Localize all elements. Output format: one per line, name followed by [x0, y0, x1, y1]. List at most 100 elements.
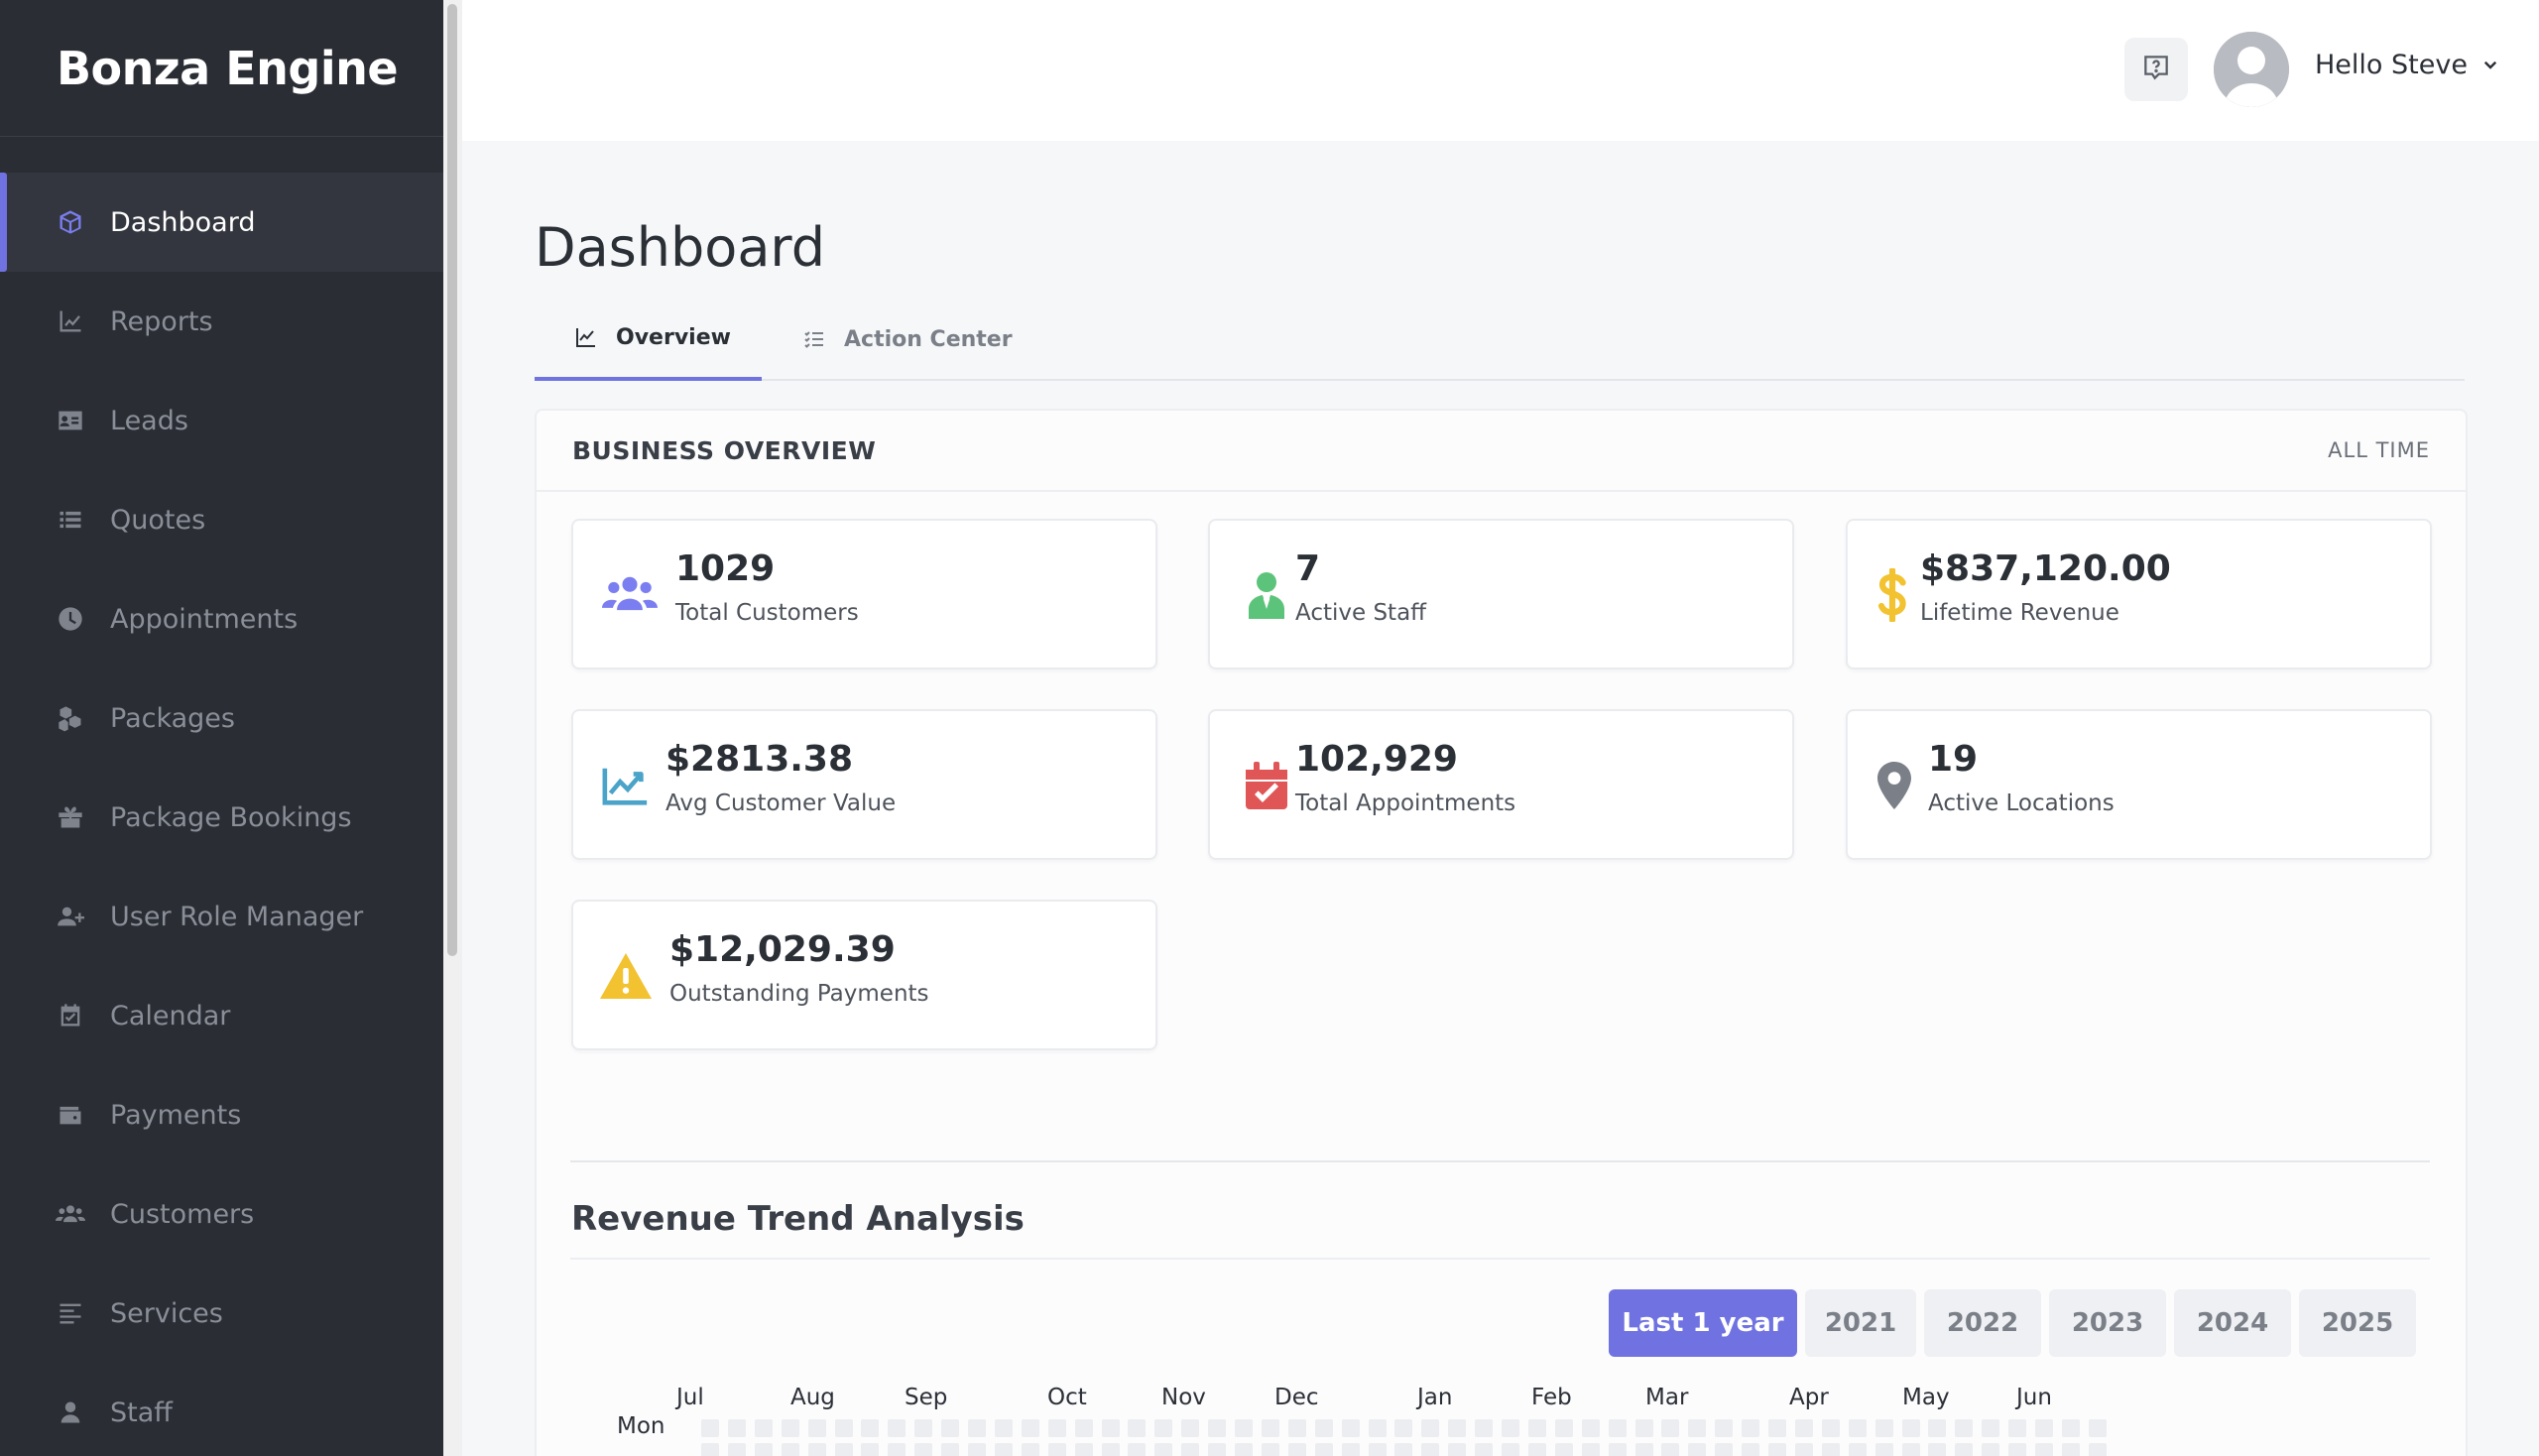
heatmap-cell[interactable] — [1822, 1419, 1840, 1437]
heatmap-cell[interactable] — [1342, 1419, 1360, 1437]
heatmap-cell[interactable] — [861, 1419, 879, 1437]
heatmap-cell[interactable] — [1582, 1419, 1600, 1437]
heatmap-cell[interactable] — [1208, 1419, 1226, 1437]
heatmap-cell[interactable] — [888, 1419, 906, 1437]
heatmap-cell[interactable] — [1742, 1443, 1759, 1456]
heatmap-cell[interactable] — [888, 1443, 906, 1456]
heatmap-cell[interactable] — [1075, 1419, 1093, 1437]
heatmap-cell[interactable] — [1102, 1443, 1120, 1456]
heatmap-cell[interactable] — [1582, 1443, 1600, 1456]
heatmap-cell[interactable] — [941, 1419, 959, 1437]
heatmap-cell[interactable] — [835, 1443, 853, 1456]
heatmap-cell[interactable] — [728, 1443, 746, 1456]
sidebar-item-reports[interactable]: Reports — [0, 272, 443, 371]
heatmap-cell[interactable] — [1128, 1419, 1146, 1437]
heatmap-cell[interactable] — [1555, 1443, 1573, 1456]
sidebar-item-appointments[interactable]: Appointments — [0, 569, 443, 668]
sidebar-item-leads[interactable]: Leads — [0, 371, 443, 470]
sidebar-item-services[interactable]: Services — [0, 1264, 443, 1363]
heatmap-cell[interactable] — [1875, 1419, 1893, 1437]
heatmap-cell[interactable] — [2062, 1419, 2080, 1437]
heatmap-cell[interactable] — [1715, 1419, 1733, 1437]
heatmap-cell[interactable] — [1448, 1443, 1466, 1456]
filter-2024-button[interactable]: 2024 — [2174, 1289, 2291, 1357]
heatmap-cell[interactable] — [914, 1419, 932, 1437]
heatmap-cell[interactable] — [1849, 1443, 1867, 1456]
heatmap-cell[interactable] — [1768, 1443, 1786, 1456]
heatmap-cell[interactable] — [1902, 1443, 1920, 1456]
heatmap-cell[interactable] — [914, 1443, 932, 1456]
sidebar-item-package-bookings[interactable]: Package Bookings — [0, 768, 443, 867]
heatmap-cell[interactable] — [1369, 1443, 1387, 1456]
heatmap-cell[interactable] — [1208, 1443, 1226, 1456]
heatmap-cell[interactable] — [1902, 1419, 1920, 1437]
heatmap-cell[interactable] — [1715, 1443, 1733, 1456]
heatmap-cell[interactable] — [835, 1419, 853, 1437]
heatmap-cell[interactable] — [808, 1443, 826, 1456]
heatmap-cell[interactable] — [1475, 1419, 1493, 1437]
heatmap-cell[interactable] — [1181, 1419, 1199, 1437]
heatmap-cell[interactable] — [808, 1419, 826, 1437]
heatmap-cell[interactable] — [1315, 1419, 1333, 1437]
sidebar-scrollbar[interactable] — [443, 0, 462, 1456]
heatmap-cell[interactable] — [1448, 1419, 1466, 1437]
heatmap-cell[interactable] — [755, 1419, 773, 1437]
heatmap-cell[interactable] — [1609, 1419, 1627, 1437]
heatmap-cell[interactable] — [2008, 1443, 2026, 1456]
tab-action-center[interactable]: Action Center — [802, 298, 1013, 381]
heatmap-cell[interactable] — [1528, 1443, 1546, 1456]
heatmap-cell[interactable] — [1288, 1443, 1306, 1456]
heatmap-cell[interactable] — [1795, 1443, 1813, 1456]
heatmap-cell[interactable] — [1849, 1419, 1867, 1437]
sidebar-item-staff[interactable]: Staff — [0, 1363, 443, 1456]
heatmap-cell[interactable] — [1661, 1419, 1679, 1437]
heatmap-cell[interactable] — [968, 1443, 986, 1456]
filter-2023-button[interactable]: 2023 — [2049, 1289, 2166, 1357]
scrollbar-thumb[interactable] — [447, 4, 457, 956]
heatmap-cell[interactable] — [1475, 1443, 1493, 1456]
filter-last-1-year-button[interactable]: Last 1 year — [1609, 1289, 1797, 1357]
heatmap-cell[interactable] — [2035, 1443, 2053, 1456]
heatmap-cell[interactable] — [1262, 1419, 1279, 1437]
heatmap-cell[interactable] — [1154, 1443, 1172, 1456]
heatmap-cell[interactable] — [995, 1419, 1013, 1437]
heatmap-cell[interactable] — [1262, 1443, 1279, 1456]
heatmap-cell[interactable] — [782, 1443, 799, 1456]
heatmap-cell[interactable] — [2089, 1419, 2107, 1437]
sidebar-item-user-role-manager[interactable]: User Role Manager — [0, 867, 443, 966]
heatmap-cell[interactable] — [1235, 1419, 1253, 1437]
heatmap-cell[interactable] — [1928, 1419, 1946, 1437]
heatmap-cell[interactable] — [1688, 1443, 1706, 1456]
heatmap-cell[interactable] — [1928, 1443, 1946, 1456]
heatmap-cell[interactable] — [1661, 1443, 1679, 1456]
sidebar-item-customers[interactable]: Customers — [0, 1164, 443, 1264]
heatmap-cell[interactable] — [1795, 1419, 1813, 1437]
heatmap-cell[interactable] — [1955, 1443, 1973, 1456]
heatmap-cell[interactable] — [1022, 1419, 1039, 1437]
heatmap-cell[interactable] — [1555, 1419, 1573, 1437]
heatmap-cell[interactable] — [1181, 1443, 1199, 1456]
heatmap-cell[interactable] — [2008, 1419, 2026, 1437]
heatmap-cell[interactable] — [2062, 1443, 2080, 1456]
heatmap-cell[interactable] — [1394, 1419, 1412, 1437]
sidebar-item-dashboard[interactable]: Dashboard — [0, 173, 443, 272]
brand-name[interactable]: Bonza Engine — [57, 41, 399, 95]
filter-2022-button[interactable]: 2022 — [1924, 1289, 2041, 1357]
heatmap-cell[interactable] — [1982, 1419, 1999, 1437]
heatmap-cell[interactable] — [1768, 1419, 1786, 1437]
heatmap-cell[interactable] — [968, 1419, 986, 1437]
sidebar-item-payments[interactable]: Payments — [0, 1065, 443, 1164]
sidebar-item-calendar[interactable]: Calendar — [0, 966, 443, 1065]
heatmap-cell[interactable] — [1128, 1443, 1146, 1456]
heatmap-cell[interactable] — [1075, 1443, 1093, 1456]
heatmap-cell[interactable] — [782, 1419, 799, 1437]
heatmap-cell[interactable] — [2089, 1443, 2107, 1456]
heatmap-cell[interactable] — [1342, 1443, 1360, 1456]
sidebar-item-quotes[interactable]: Quotes — [0, 470, 443, 569]
heatmap-cell[interactable] — [755, 1443, 773, 1456]
heatmap-cell[interactable] — [1875, 1443, 1893, 1456]
heatmap-cell[interactable] — [1154, 1419, 1172, 1437]
sidebar-item-packages[interactable]: Packages — [0, 668, 443, 768]
brand[interactable]: Bonza Engine — [0, 0, 443, 137]
heatmap-cell[interactable] — [1955, 1419, 1973, 1437]
